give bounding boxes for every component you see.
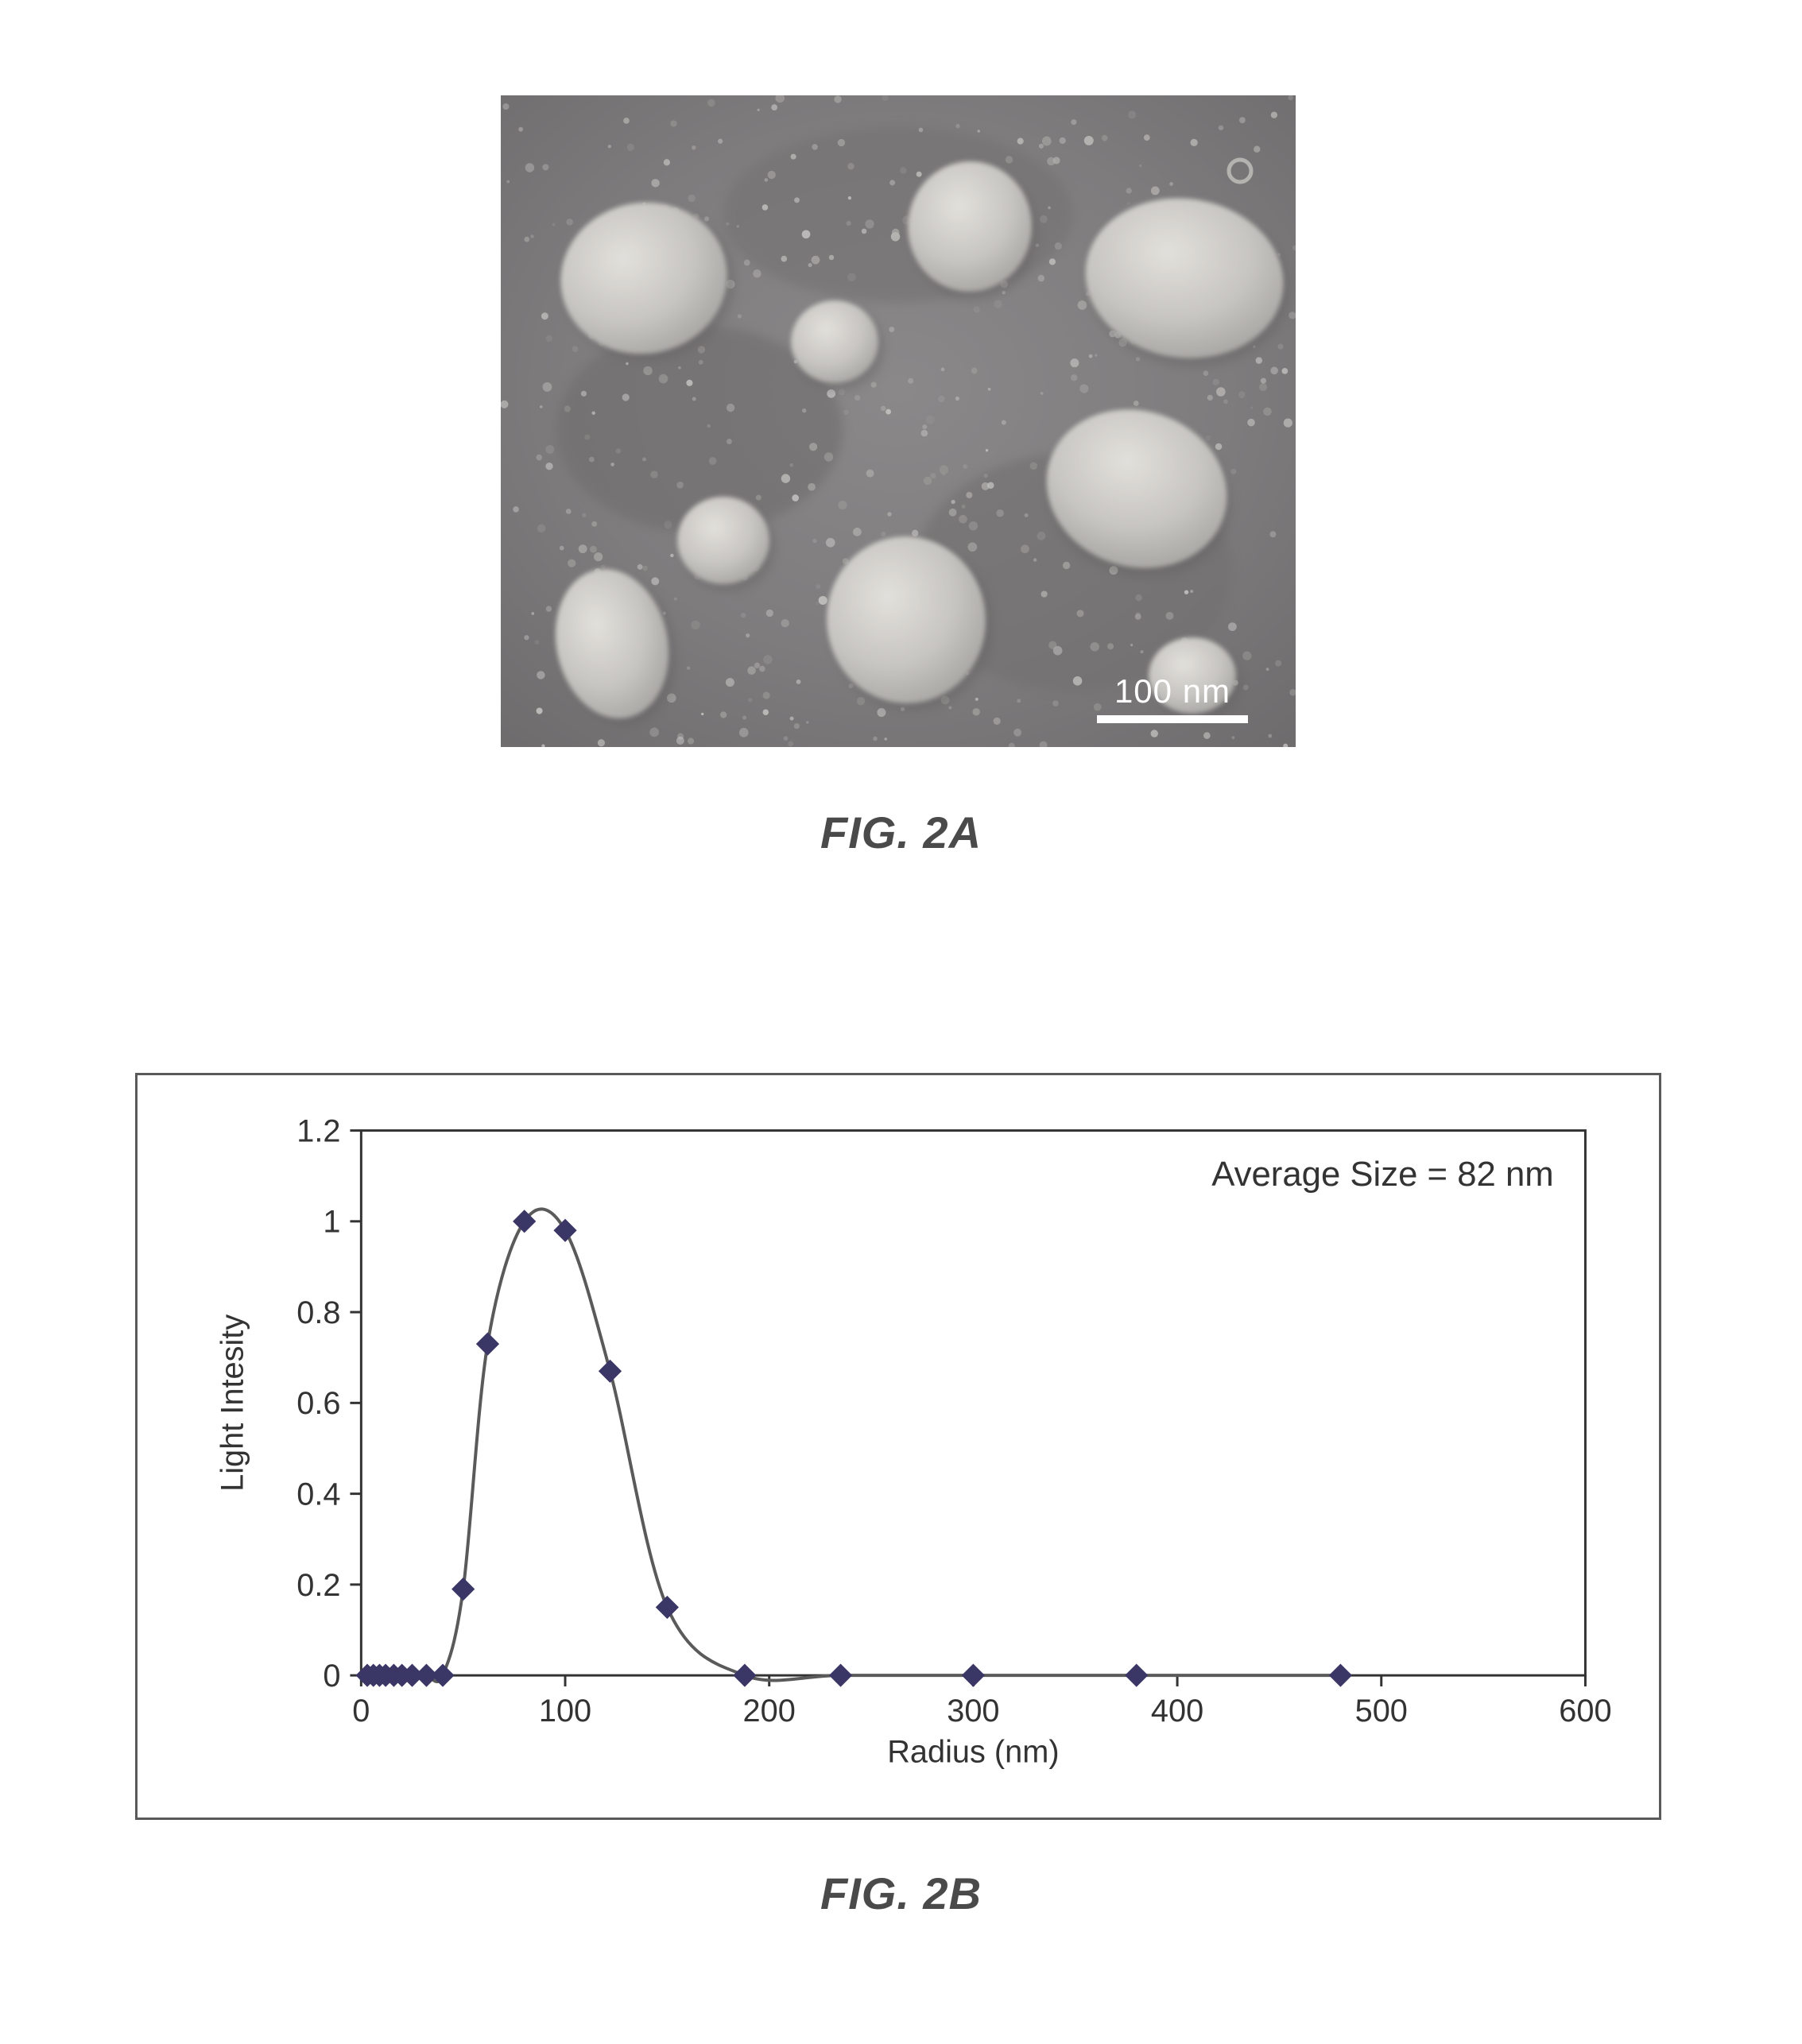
fig-2a-label: FIG. 2A — [0, 807, 1802, 858]
svg-text:0: 0 — [323, 1659, 340, 1694]
svg-text:0.4: 0.4 — [296, 1477, 340, 1512]
svg-text:1.2: 1.2 — [296, 1113, 340, 1148]
svg-text:400: 400 — [1151, 1694, 1203, 1728]
svg-text:1: 1 — [323, 1205, 340, 1240]
chart-svg: 0 100 200 300 400 500 600 0 0.2 0.4 0.6 0.8 1 1.2 Radi… — [138, 1075, 1659, 1818]
svg-text:500: 500 — [1355, 1694, 1408, 1728]
svg-text:300: 300 — [947, 1694, 999, 1728]
fig-2b-chart: 0 100 200 300 400 500 600 0 0.2 0.4 0.6 0.8 1 1.2 Radi… — [135, 1073, 1661, 1820]
svg-text:Radius (nm): Radius (nm) — [887, 1734, 1059, 1769]
svg-text:600: 600 — [1559, 1694, 1611, 1728]
svg-text:200: 200 — [743, 1694, 796, 1728]
fig-2a-sem-image: 100 nm — [501, 95, 1296, 747]
fig-2b-label: FIG. 2B — [0, 1868, 1802, 1919]
svg-text:Average Size = 82 nm: Average Size = 82 nm — [1211, 1155, 1553, 1194]
page: 100 nm FIG. 2A 0 100 200 300 400 500 600 0 0.2 0.… — [0, 0, 1802, 2044]
sem-svg — [501, 95, 1296, 747]
scalebar-label: 100 nm — [1097, 672, 1248, 710]
svg-text:0.2: 0.2 — [296, 1568, 340, 1603]
scalebar-line — [1097, 715, 1248, 723]
svg-text:0: 0 — [352, 1694, 370, 1728]
svg-text:Light Intesity: Light Intesity — [215, 1314, 250, 1492]
svg-text:0.8: 0.8 — [296, 1295, 340, 1330]
svg-text:100: 100 — [539, 1694, 591, 1728]
scalebar: 100 nm — [1097, 672, 1248, 723]
fig-2a-image-wrap: 100 nm — [501, 95, 1296, 747]
svg-text:0.6: 0.6 — [296, 1386, 340, 1421]
